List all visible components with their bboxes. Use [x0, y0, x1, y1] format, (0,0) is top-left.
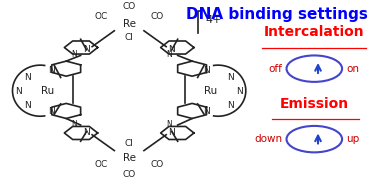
Text: Re: Re: [122, 153, 136, 163]
Text: Intercalation: Intercalation: [264, 25, 365, 39]
Text: N: N: [228, 101, 234, 110]
Text: Ru: Ru: [41, 86, 54, 96]
Text: CO: CO: [122, 170, 136, 179]
Text: 4+: 4+: [205, 15, 222, 25]
Text: Emission: Emission: [280, 97, 349, 111]
Text: N: N: [236, 87, 243, 96]
Text: N: N: [71, 120, 77, 129]
Text: N: N: [203, 107, 210, 116]
Text: CO: CO: [150, 12, 164, 21]
Text: N: N: [83, 128, 90, 137]
Text: CO: CO: [122, 3, 136, 12]
Text: up: up: [347, 134, 360, 144]
Text: N: N: [167, 120, 172, 129]
Text: N: N: [203, 66, 210, 75]
Text: OC: OC: [95, 12, 108, 21]
Text: N: N: [48, 66, 55, 75]
Text: off: off: [268, 64, 282, 74]
Text: Ru: Ru: [204, 86, 217, 96]
Text: Re: Re: [122, 19, 136, 29]
Text: N: N: [168, 45, 175, 54]
Text: N: N: [168, 128, 175, 137]
Text: N: N: [83, 45, 90, 54]
Text: Cl: Cl: [125, 139, 133, 148]
Text: CO: CO: [150, 160, 164, 169]
Text: N: N: [15, 87, 22, 96]
Text: N: N: [71, 50, 77, 59]
Text: DNA binding settings: DNA binding settings: [186, 7, 368, 22]
Text: N: N: [48, 107, 55, 116]
Text: on: on: [347, 64, 359, 74]
Text: N: N: [24, 101, 31, 110]
Text: down: down: [254, 134, 282, 144]
Text: N: N: [167, 50, 172, 59]
Text: Cl: Cl: [125, 33, 133, 42]
Text: N: N: [228, 73, 234, 82]
Text: N: N: [24, 73, 31, 82]
Text: OC: OC: [95, 160, 108, 169]
